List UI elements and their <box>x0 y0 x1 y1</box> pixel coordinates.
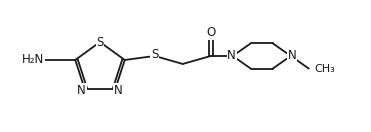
Text: N: N <box>77 84 86 96</box>
Text: N: N <box>288 50 296 62</box>
Text: S: S <box>151 48 158 62</box>
Text: N: N <box>227 50 236 62</box>
Text: H₂N: H₂N <box>22 53 44 67</box>
Text: CH₃: CH₃ <box>315 64 335 74</box>
Text: N: N <box>114 84 123 96</box>
Text: O: O <box>206 26 215 39</box>
Text: S: S <box>96 36 104 48</box>
